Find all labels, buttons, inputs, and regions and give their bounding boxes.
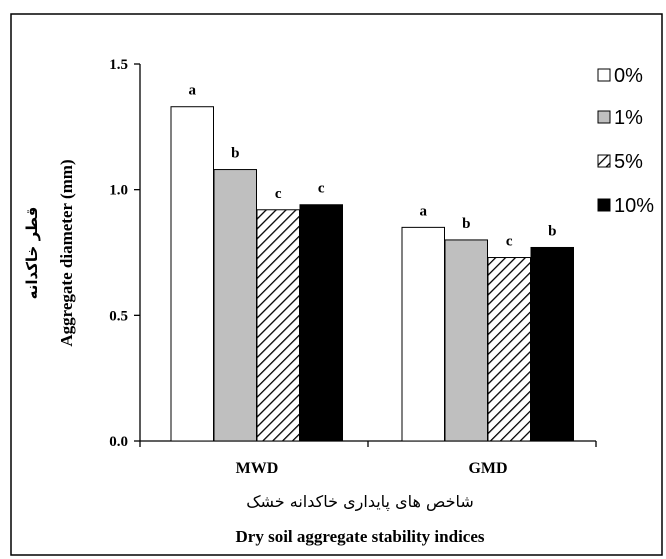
y-tick-label: 1.5 bbox=[109, 57, 128, 73]
bar-mwd-1pct bbox=[213, 169, 257, 442]
figure-frame bbox=[10, 13, 663, 556]
significance-letter: b bbox=[231, 146, 239, 162]
bar-gmd-10pct bbox=[530, 246, 574, 442]
legend-label: 5% bbox=[614, 151, 643, 173]
bar-gmd-1pct bbox=[444, 239, 488, 442]
bar-mwd-5pct bbox=[256, 209, 300, 442]
significance-letter: a bbox=[189, 83, 197, 99]
y-tick-label: 0.0 bbox=[109, 434, 128, 450]
category-labels: MWD GMD bbox=[236, 460, 508, 477]
x-axis-title-persian: شاخص های پایداری خاکدانه خشک bbox=[246, 492, 474, 512]
legend-swatch-10pct bbox=[597, 198, 611, 212]
category-label-mwd: MWD bbox=[236, 460, 279, 477]
legend-label: 0% bbox=[614, 65, 643, 87]
legend-label: 1% bbox=[614, 107, 643, 129]
y-tick-label: 1.0 bbox=[109, 183, 128, 199]
significance-letter: c bbox=[318, 181, 325, 197]
x-axis-title-english: Dry soil aggregate stability indices bbox=[236, 527, 485, 546]
bars bbox=[170, 106, 574, 442]
y-axis-title-english: Aggregate diameter (mm) bbox=[57, 159, 76, 346]
significance-letter: a bbox=[420, 203, 428, 219]
x-ticks bbox=[139, 441, 597, 447]
y-ticks: 0.0 0.5 1.0 1.5 bbox=[109, 57, 140, 450]
y-tick-label: 0.5 bbox=[109, 308, 128, 324]
significance-letter: c bbox=[275, 186, 282, 202]
legend-swatch-1pct bbox=[597, 110, 611, 124]
y-axis-title-persian: قطر خاکدانه bbox=[23, 207, 41, 300]
significance-letter: b bbox=[548, 223, 556, 239]
bar-gmd-0pct bbox=[401, 226, 445, 442]
significance-letter: c bbox=[506, 234, 513, 250]
significance-letter: b bbox=[462, 216, 470, 232]
legend-label: 10% bbox=[614, 195, 654, 217]
category-label-gmd: GMD bbox=[468, 460, 507, 477]
legend-swatch-5pct bbox=[597, 154, 611, 168]
bar-gmd-5pct bbox=[487, 257, 531, 442]
bar-mwd-10pct bbox=[299, 204, 343, 442]
bar-mwd-0pct bbox=[170, 106, 214, 442]
legend-swatch-0pct bbox=[597, 68, 611, 82]
significance-labels: a b c c a b c b bbox=[189, 83, 557, 250]
legend: 0% 1% 5% 10% bbox=[597, 65, 654, 217]
